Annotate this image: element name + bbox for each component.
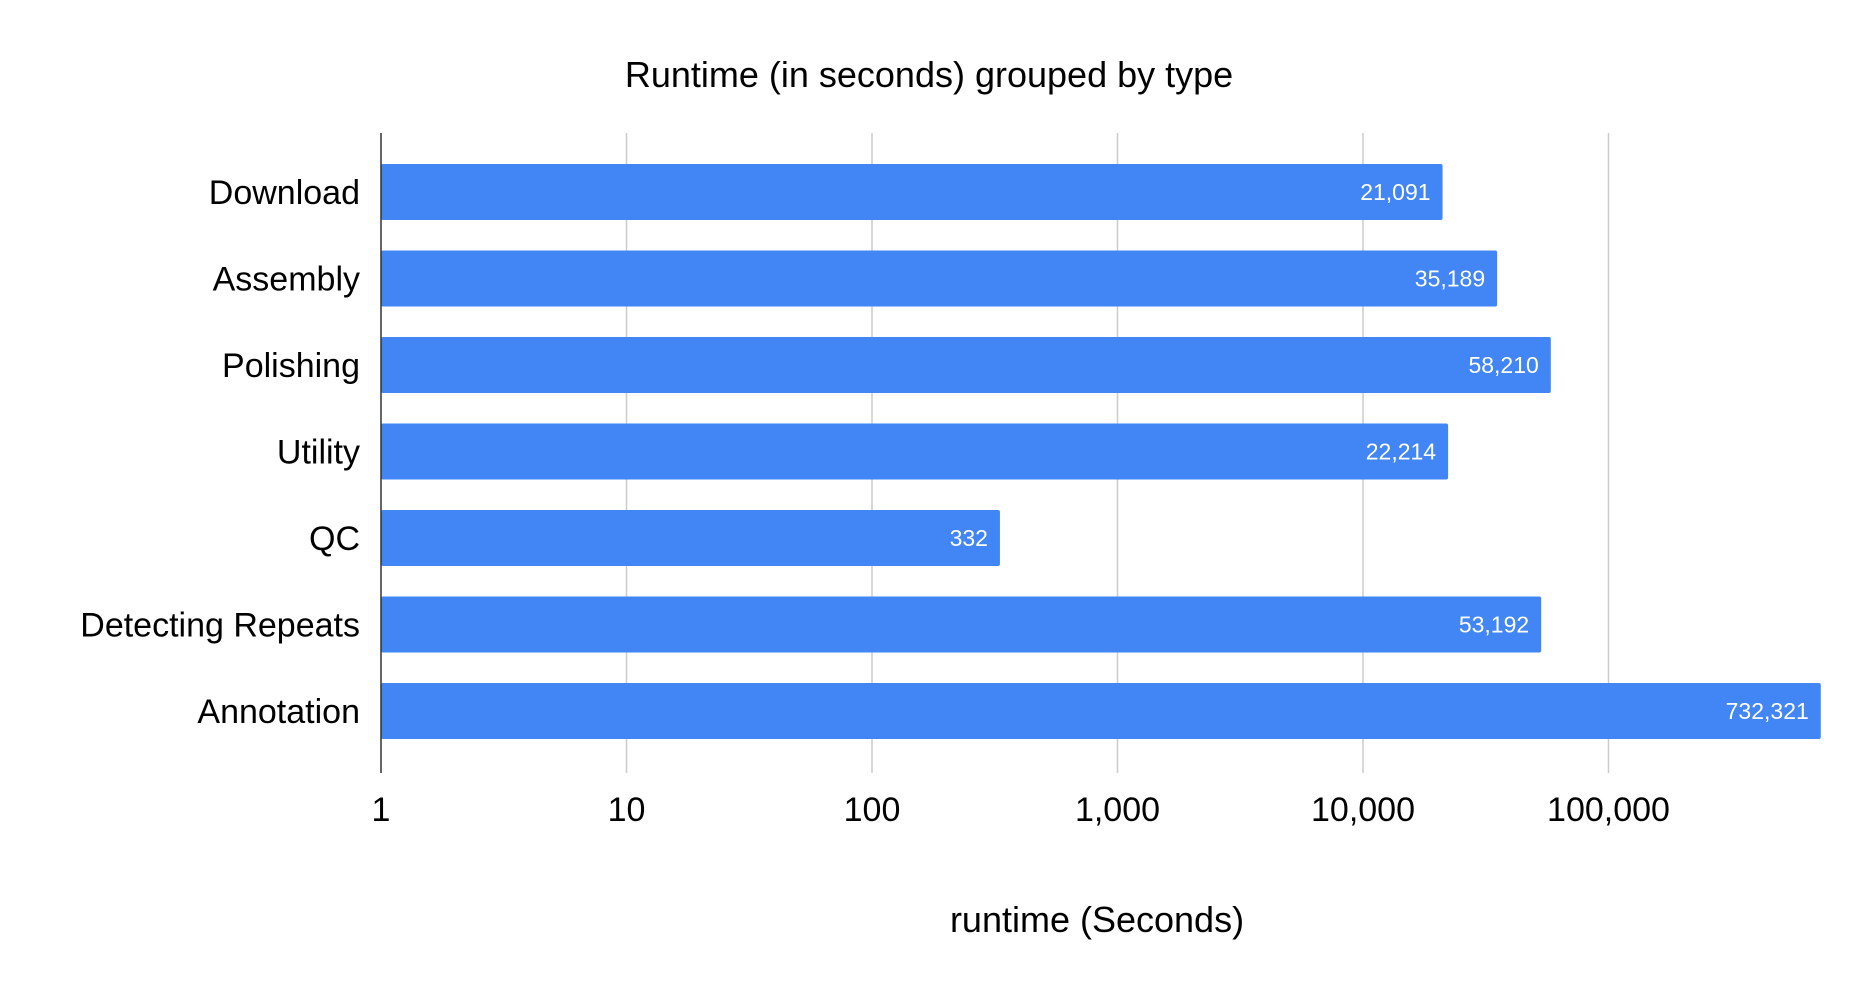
bar-polishing <box>381 337 1551 393</box>
x-tick-labels: 1 10 100 1,000 10,000 100,000 <box>372 791 1670 829</box>
data-label-assembly: 35,189 <box>1415 266 1485 292</box>
category-label-detecting-repeats: Detecting Repeats <box>80 607 360 645</box>
data-label-download: 21,091 <box>1360 179 1430 205</box>
x-tick-label-100,000: 100,000 <box>1547 791 1670 829</box>
data-label-detecting-repeats: 53,192 <box>1459 612 1529 638</box>
x-tick-label-1,000: 1,000 <box>1075 791 1160 829</box>
data-label-polishing: 58,210 <box>1468 352 1538 378</box>
bar-qc <box>381 510 1000 566</box>
x-tick-label-100: 100 <box>844 791 901 829</box>
category-label-polishing: Polishing <box>222 347 360 385</box>
data-label-qc: 332 <box>950 525 988 551</box>
x-tick-label-1: 1 <box>372 791 391 829</box>
bar-download <box>381 164 1443 220</box>
x-tick-label-10: 10 <box>608 791 646 829</box>
category-label-utility: Utility <box>277 434 360 472</box>
x-axis-title: runtime (Seconds) <box>950 899 1244 940</box>
chart-title: Runtime (in seconds) grouped by type <box>625 54 1233 95</box>
category-labels: Download Assembly Polishing Utility QC Detect… <box>80 174 360 731</box>
bar-annotation <box>381 683 1821 739</box>
category-label-annotation: Annotation <box>197 693 360 731</box>
x-tick-label-10,000: 10,000 <box>1311 791 1415 829</box>
bars: 21,091 35,189 58,210 22,214 332 53,192 732,321 <box>381 164 1821 739</box>
data-label-annotation: 732,321 <box>1726 698 1809 724</box>
data-label-utility: 22,214 <box>1366 439 1437 465</box>
category-label-assembly: Assembly <box>213 261 360 299</box>
category-label-qc: QC <box>309 520 360 558</box>
bar-detecting-repeats <box>381 596 1542 653</box>
category-label-download: Download <box>209 174 360 212</box>
bar-assembly <box>381 250 1498 307</box>
bar-utility <box>381 423 1449 480</box>
